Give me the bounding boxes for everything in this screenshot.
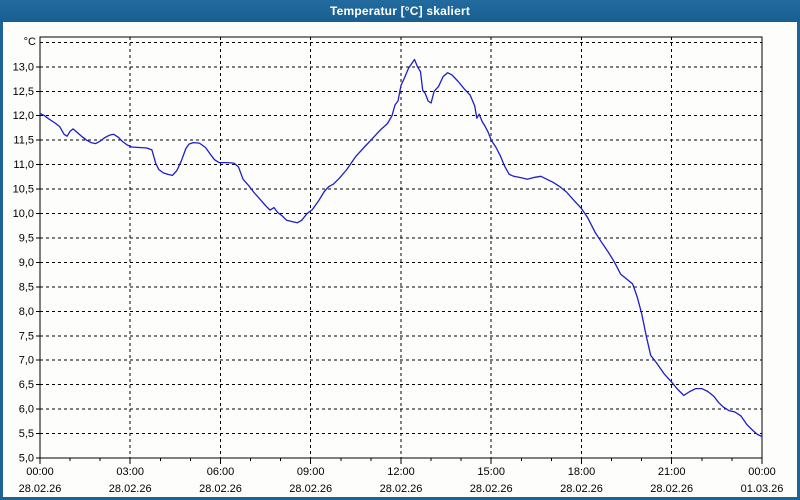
y-tick-label: 12,0 [13, 110, 34, 122]
y-tick-label: 5,5 [19, 428, 34, 440]
x-minor-ticks [69, 458, 733, 461]
x-tick-time-label: 21:00 [658, 466, 686, 478]
x-tick-date-label: 28.02.26 [470, 483, 513, 495]
y-tick-label: 11,0 [13, 159, 34, 171]
x-tick-time-label: 18:00 [568, 466, 596, 478]
x-tick-date-label: 28.02.26 [650, 483, 693, 495]
y-axis-labels: 13,0 12,5 12,0 11,5 11,0 10,5 10,0 9,5 9,0 8,5 8,0… [13, 36, 40, 465]
x-tick-date-label: 28.02.26 [199, 483, 242, 495]
y-tick-label: 12,5 [13, 86, 34, 98]
x-tick-date-label: 28.02.26 [289, 483, 332, 495]
y-tick-label: 9,5 [19, 233, 34, 245]
y-tick-label: 7,5 [19, 330, 34, 342]
x-tick-time-label: 12:00 [387, 466, 415, 478]
y-tick-label: 11,5 [13, 135, 34, 147]
y-tick-label: 8,5 [19, 281, 34, 293]
x-tick-date-label: 28.02.26 [560, 483, 603, 495]
x-tick-date-label: 01.03.26 [741, 483, 784, 495]
y-tick-label: 6,0 [19, 404, 34, 416]
y-tick-label: 13,0 [13, 61, 34, 73]
x-tick-time-label: 15:00 [477, 466, 505, 478]
window-title: Temperatur [°C] skaliert [329, 4, 471, 18]
x-tick-time-label: 09:00 [297, 466, 325, 478]
y-axis-unit-label: °C [24, 36, 36, 48]
x-tick-date-label: 28.02.26 [109, 483, 152, 495]
x-axis-labels: 00:00 28.02.26 03:00 28.02.26 06:00 28.02.26 0… [19, 458, 784, 495]
y-tick-label: 10,0 [13, 208, 34, 220]
y-tick-label: 9,0 [19, 257, 34, 269]
y-tick-label: 10,5 [13, 184, 34, 196]
y-tick-label: 6,5 [19, 379, 34, 391]
chart-area [3, 22, 797, 497]
vertical-gridlines [129, 37, 673, 458]
y-tick-label: 7,0 [19, 355, 34, 367]
y-tick-label: 5,0 [19, 453, 34, 465]
x-tick-time-label: 00:00 [26, 466, 54, 478]
x-tick-time-label: 03:00 [116, 466, 144, 478]
x-tick-time-label: 06:00 [207, 466, 235, 478]
y-tick-label: 8,0 [19, 306, 34, 318]
x-tick-time-label: 00:00 [748, 466, 776, 478]
window-title-bar[interactable]: Temperatur [°C] skaliert [0, 0, 800, 22]
temperature-line [39, 58, 763, 438]
x-tick-date-label: 28.02.26 [380, 483, 423, 495]
x-tick-date-label: 28.02.26 [19, 483, 62, 495]
